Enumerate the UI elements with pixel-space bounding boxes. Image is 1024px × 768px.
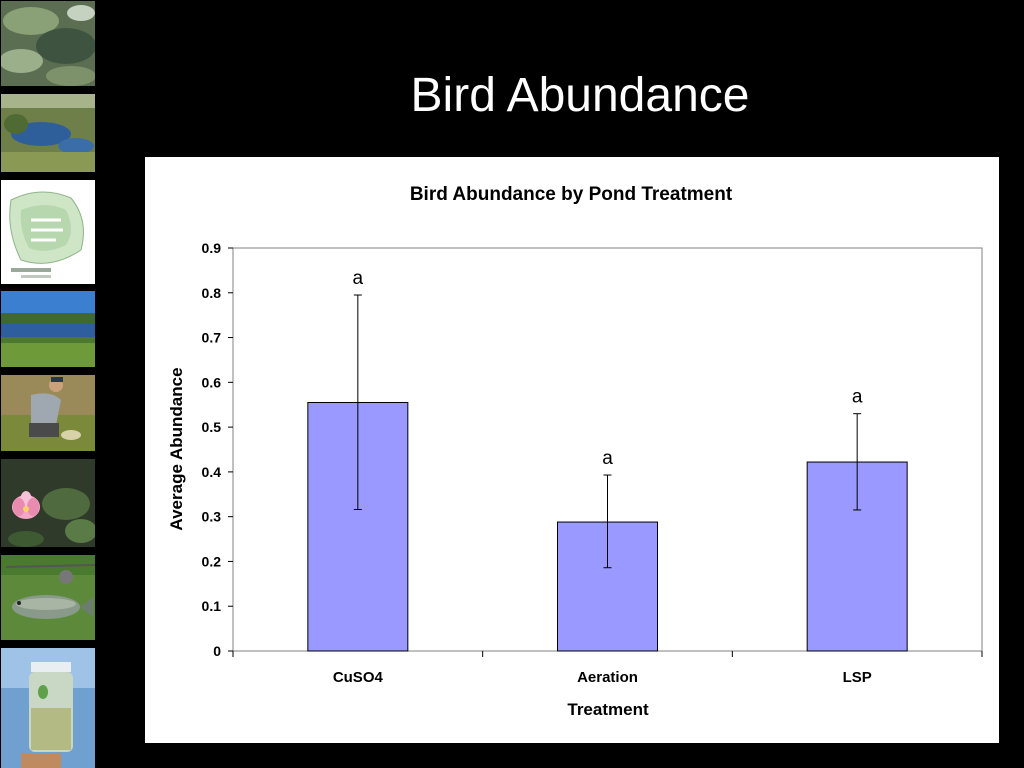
slide-title: Bird Abundance bbox=[410, 69, 750, 122]
sidebar-photo-pond-landscape bbox=[1, 291, 95, 367]
y-tick-label: 0.9 bbox=[202, 240, 222, 256]
x-axis bbox=[232, 651, 983, 657]
chart-panel: Bird Abundance by Pond Treatment 0 0.1 0.2… bbox=[145, 157, 999, 743]
y-tick-label: 0.1 bbox=[202, 598, 222, 614]
significance-letters: a a a bbox=[353, 268, 863, 469]
significance-letter: a bbox=[602, 448, 613, 469]
sidebar-photo-algae bbox=[1, 1, 95, 86]
y-tick-label: 0 bbox=[213, 643, 221, 659]
y-tick-label: 0.4 bbox=[202, 464, 222, 480]
category-label: LSP bbox=[843, 669, 872, 686]
significance-letter: a bbox=[852, 387, 863, 408]
significance-letter: a bbox=[353, 268, 364, 289]
sidebar-photo-fish bbox=[1, 555, 95, 640]
chart-title: Bird Abundance by Pond Treatment bbox=[410, 184, 733, 205]
category-label: CuSO4 bbox=[333, 669, 384, 686]
sidebar-photo-water-lily bbox=[1, 459, 95, 547]
sidebar-photo-site-plan bbox=[1, 180, 95, 284]
photo-sidebar bbox=[0, 0, 96, 768]
error-bars bbox=[353, 294, 862, 569]
x-axis-label: Treatment bbox=[567, 700, 649, 719]
sidebar-photo-pond-vegetation bbox=[1, 94, 95, 172]
y-tick-label: 0.8 bbox=[202, 285, 222, 301]
y-tick-label: 0.6 bbox=[202, 374, 222, 390]
y-axis: 0 0.1 0.2 0.3 0.4 0.5 0.6 0.7 0.8 0.9 bbox=[202, 240, 233, 659]
bar-chart: Bird Abundance by Pond Treatment 0 0.1 0.2… bbox=[167, 184, 983, 719]
sidebar-photo-sample-jar bbox=[1, 648, 95, 768]
y-tick-label: 0.5 bbox=[202, 419, 222, 435]
sidebar-photo-researcher bbox=[1, 375, 95, 451]
y-tick-label: 0.3 bbox=[202, 509, 222, 525]
y-axis-label: Average Abundance bbox=[167, 367, 186, 530]
y-tick-label: 0.2 bbox=[202, 553, 222, 569]
category-labels: CuSO4 Aeration LSP bbox=[333, 669, 872, 686]
y-tick-label: 0.7 bbox=[202, 330, 222, 346]
category-label: Aeration bbox=[577, 669, 638, 686]
